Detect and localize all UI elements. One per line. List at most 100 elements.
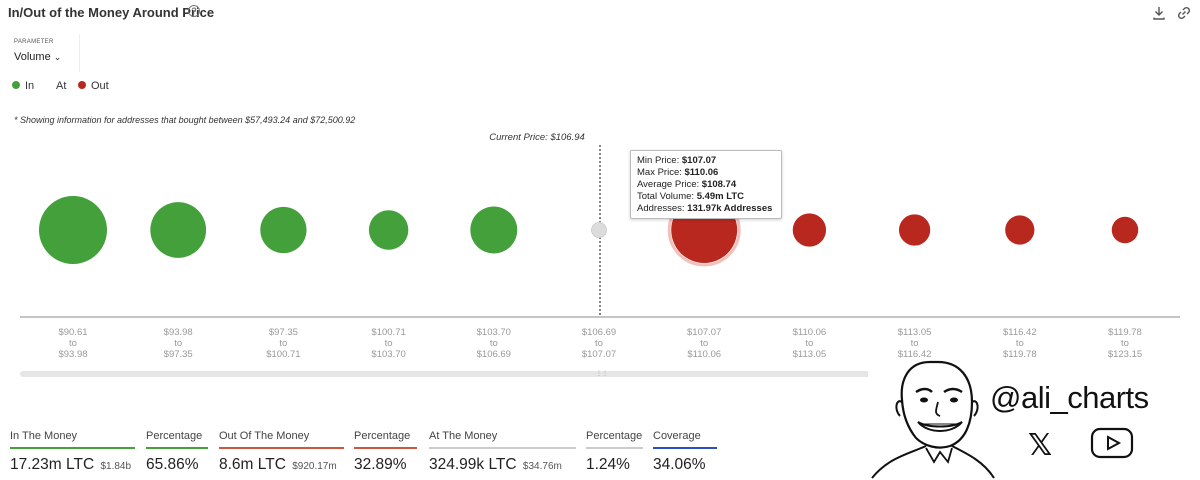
scroll-grip-icon[interactable]: ⋮⋮ <box>596 371 608 377</box>
bubble-at-5[interactable] <box>591 222 607 238</box>
stat-label: In The Money <box>10 430 135 449</box>
tick-label-0-2: $93.98 <box>58 349 87 360</box>
link-icon[interactable] <box>1175 4 1193 22</box>
chart-scrollbar[interactable]: ⋮⋮ <box>20 371 1180 377</box>
tick-label-2-2: $100.71 <box>266 349 300 360</box>
bubble-out-8[interactable] <box>898 214 931 246</box>
legend-dot-in <box>12 81 20 89</box>
stat-in-the-money: In The Money 17.23m LTC $1.84b <box>10 430 135 474</box>
x-logo-icon: 𝕏 <box>1028 428 1053 463</box>
stat-value-sub: $34.76m <box>522 461 562 472</box>
tick-label-4-0: $103.70 <box>477 327 511 338</box>
tick-label-7-0: $110.06 <box>793 327 827 338</box>
bubble-out-7[interactable] <box>792 213 827 247</box>
watermark: @ali_charts 𝕏 <box>868 358 1200 480</box>
tooltip-addr-label: Addresses: <box>637 203 685 214</box>
bubble-in-3[interactable] <box>368 210 409 250</box>
parameter-label: PARAMETER <box>14 39 54 45</box>
tooltip-vol-value: 5.49m LTC <box>696 191 745 202</box>
current-price-label: Current Price: $106.94 <box>489 132 585 143</box>
tooltip-min-label: Min Price: <box>637 155 680 166</box>
bubble-in-0[interactable] <box>39 196 107 264</box>
stat-label: At The Money <box>429 430 576 449</box>
stat-value-sub: $1.84b <box>100 461 132 472</box>
bubble-group <box>39 193 1139 267</box>
chart-header: In/Out of the Money Around Price ? <box>0 0 1200 28</box>
bucket-tooltip: Min Price: $107.07 Max Price: $110.06 Av… <box>630 150 782 219</box>
stat-value: 1.24% <box>586 456 630 473</box>
legend-item-out[interactable]: Out <box>78 80 109 92</box>
legend-label-out: Out <box>91 80 109 92</box>
tick-label-4-2: $106.69 <box>477 349 511 360</box>
bubble-out-10[interactable] <box>1111 216 1139 244</box>
tick-label-9-0: $116.42 <box>1003 327 1037 338</box>
stat-value: 8.6m LTC $920.17m <box>219 456 344 474</box>
stat-value-sub: $920.17m <box>292 461 337 472</box>
tooltip-avg-value: $108.74 <box>701 179 737 190</box>
legend-item-in[interactable]: In <box>12 80 34 92</box>
tooltip-vol-row: Total Volume: 5.49m LTC <box>637 191 775 203</box>
stat-value: 324.99k LTC $34.76m <box>429 456 576 474</box>
tick-label-6-1: to <box>700 338 708 349</box>
youtube-icon <box>1090 427 1134 459</box>
tick-label-7-2: $113.05 <box>793 349 827 360</box>
tick-label-9-2: $119.78 <box>1003 349 1037 360</box>
tick-label-0-0: $90.61 <box>58 327 87 338</box>
question-circle-icon[interactable]: ? <box>188 5 200 17</box>
tick-label-8-0: $113.05 <box>898 327 932 338</box>
tick-label-5-2: $107.07 <box>582 349 616 360</box>
legend-label-in: In <box>25 80 35 92</box>
tooltip-min-value: $107.07 <box>681 155 717 166</box>
parameter-dropdown[interactable]: Volume ⌄ <box>14 51 61 63</box>
download-icon[interactable] <box>1150 4 1168 22</box>
chevron-down-icon: ⌄ <box>53 52 62 62</box>
chart-title: In/Out of the Money Around Price <box>8 5 215 20</box>
legend-item-at[interactable]: At <box>56 80 66 92</box>
cartoon-face-avatar <box>871 360 995 479</box>
stat-at-the-money: At The Money 324.99k LTC $34.76m <box>429 430 576 474</box>
tick-label-10-1: to <box>1121 338 1129 349</box>
stat-value-main: 324.99k LTC <box>429 456 517 473</box>
stat-out-percentage: Percentage 32.89% <box>354 430 417 474</box>
tooltip-min-row: Min Price: $107.07 <box>637 155 775 167</box>
tooltip-addr-row: Addresses: 131.97k Addresses <box>637 203 775 215</box>
legend-dot-out <box>78 81 86 89</box>
tick-label-2-0: $97.35 <box>269 327 298 338</box>
stat-value: 32.89% <box>354 456 407 473</box>
bubble-in-2[interactable] <box>260 206 307 254</box>
tick-label-3-0: $100.71 <box>371 327 405 338</box>
bubble-out-9[interactable] <box>1005 215 1035 245</box>
stat-at-percentage: Percentage 1.24% <box>586 430 643 474</box>
tick-label-5-1: to <box>595 338 603 349</box>
stat-value: 65.86% <box>146 456 199 473</box>
tick-label-6-0: $107.07 <box>687 327 721 338</box>
watermark-handle: @ali_charts <box>990 380 1149 415</box>
stat-label: Out Of The Money <box>219 430 344 449</box>
tick-label-1-1: to <box>174 338 182 349</box>
tooltip-max-value: $110.06 <box>684 167 719 178</box>
stat-out-of-the-money: Out Of The Money 8.6m LTC $920.17m <box>219 430 344 474</box>
tick-label-7-1: to <box>805 338 813 349</box>
tooltip-avg-row: Average Price: $108.74 <box>637 179 775 191</box>
legend-label-at: At <box>56 80 67 92</box>
parameter-selector: PARAMETER Volume ⌄ <box>8 34 80 72</box>
tick-label-5-0: $106.69 <box>582 327 616 338</box>
bubble-in-1[interactable] <box>150 202 207 258</box>
tooltip-max-label: Max Price: <box>637 167 682 178</box>
tooltip-max-row: Max Price: $110.06 <box>637 167 775 179</box>
tick-label-8-1: to <box>911 338 919 349</box>
stat-in-percentage: Percentage 65.86% <box>146 430 208 474</box>
tick-label-1-2: $97.35 <box>164 349 193 360</box>
tick-label-3-1: to <box>385 338 393 349</box>
summary-stats: In The Money 17.23m LTC $1.84b Percentag… <box>0 430 860 480</box>
tick-label-10-0: $119.78 <box>1108 327 1142 338</box>
tick-label-3-2: $103.70 <box>371 349 405 360</box>
tick-label-10-2: $123.15 <box>1108 349 1142 360</box>
tick-label-1-0: $93.98 <box>164 327 193 338</box>
iomap-chart: Current Price: $106.94 $90.61to$93.98$93… <box>20 132 1180 360</box>
tick-label-4-1: to <box>490 338 498 349</box>
stat-label: Percentage <box>586 430 643 449</box>
stat-value: 17.23m LTC $1.84b <box>10 456 135 474</box>
address-range-note: * Showing information for addresses that… <box>14 115 356 125</box>
bubble-in-4[interactable] <box>470 206 518 254</box>
